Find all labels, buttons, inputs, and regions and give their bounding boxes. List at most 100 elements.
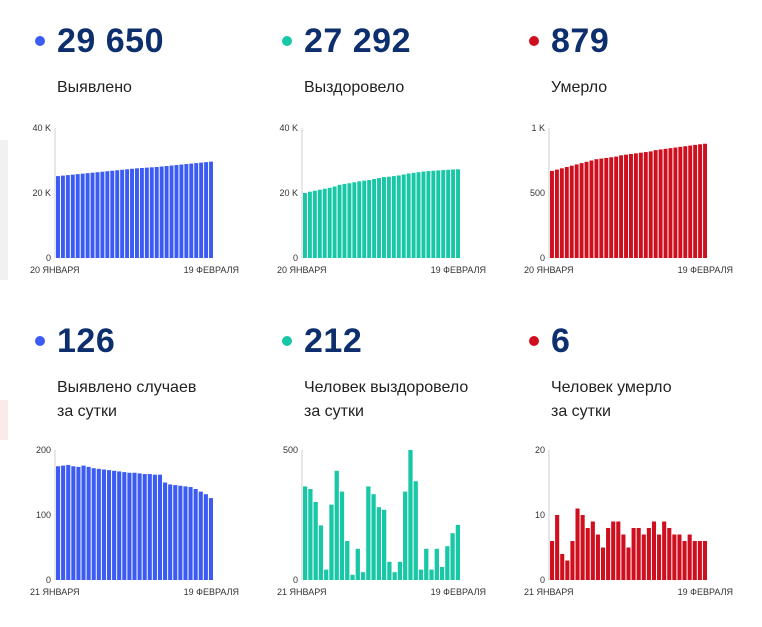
- bar: [550, 541, 555, 580]
- bar: [621, 534, 626, 580]
- y-tick-label: 20 K: [32, 188, 51, 198]
- bar: [677, 534, 682, 580]
- bar: [424, 548, 429, 580]
- bar: [352, 182, 357, 258]
- bar: [81, 465, 86, 580]
- bar: [633, 153, 638, 258]
- bar: [636, 528, 641, 580]
- bar: [692, 541, 697, 580]
- x-start-label: 20 ЯНВАРЯ: [524, 265, 574, 275]
- bar: [183, 486, 188, 580]
- bar: [96, 468, 101, 580]
- bar: [80, 173, 85, 258]
- y-tick-label: 0: [46, 575, 51, 585]
- stat-label-line2: за сутки: [57, 403, 117, 420]
- stat-label-line2: за сутки: [551, 403, 611, 420]
- bar: [377, 178, 381, 258]
- bar: [106, 470, 112, 580]
- bar: [662, 521, 667, 580]
- stat-label: Человек выздоровело: [304, 379, 469, 396]
- bar: [406, 173, 411, 258]
- bar: [584, 161, 589, 258]
- bar: [589, 160, 594, 258]
- bar: [110, 170, 115, 258]
- bar-chart: 0 20 K 40 K 20 ЯНВАРЯ 19 ФЕВРАЛЯ: [277, 123, 486, 275]
- bar: [101, 469, 106, 580]
- bar: [164, 166, 169, 258]
- bar: [616, 521, 621, 580]
- bar: [439, 567, 445, 580]
- bar: [413, 481, 418, 580]
- bar: [703, 143, 707, 258]
- left-edge: [0, 400, 8, 440]
- stat-label-line2: за сутки: [304, 403, 364, 420]
- bar-chart: 0 500 1 K 20 ЯНВАРЯ 19 ФЕВРАЛЯ: [524, 123, 733, 275]
- bar: [611, 521, 616, 580]
- bar: [91, 468, 96, 580]
- x-end-label: 19 ФЕВРАЛЯ: [431, 587, 486, 597]
- bar: [125, 169, 130, 258]
- bar: [619, 155, 624, 258]
- bar: [71, 466, 76, 580]
- bar: [574, 164, 579, 258]
- bar: [657, 534, 662, 580]
- x-start-label: 20 ЯНВАРЯ: [30, 265, 80, 275]
- bar: [334, 470, 339, 580]
- bar: [687, 534, 692, 580]
- left-edge: [0, 140, 8, 280]
- bar: [366, 486, 371, 580]
- bar: [188, 487, 193, 580]
- bar: [303, 193, 307, 258]
- bar: [403, 491, 408, 580]
- bar: [455, 524, 460, 580]
- bar: [350, 574, 355, 580]
- bar: [75, 174, 80, 258]
- bar: [626, 547, 631, 580]
- bar: [149, 167, 154, 258]
- bar: [565, 560, 570, 580]
- bar: [585, 528, 590, 580]
- bar: [132, 472, 137, 580]
- bar: [347, 183, 352, 258]
- stat-label: Умерло: [551, 79, 608, 96]
- bar: [408, 450, 413, 580]
- bar: [434, 548, 439, 580]
- bar: [169, 165, 174, 258]
- legend-dot: [529, 36, 539, 46]
- bar: [629, 154, 633, 258]
- bar: [339, 491, 345, 580]
- bar: [387, 561, 392, 580]
- bar: [600, 547, 606, 580]
- y-tick-label: 0: [46, 253, 51, 263]
- x-end-label: 19 ФЕВРАЛЯ: [678, 587, 733, 597]
- bar: [194, 163, 199, 258]
- bar: [355, 548, 360, 580]
- y-tick-label: 100: [36, 510, 51, 520]
- bar: [76, 466, 81, 580]
- bar: [648, 151, 653, 258]
- x-start-label: 21 ЯНВАРЯ: [30, 587, 80, 597]
- y-tick-label: 200: [36, 445, 51, 455]
- bar: [332, 186, 337, 258]
- bar: [564, 167, 569, 258]
- bar: [646, 528, 651, 580]
- bar: [120, 169, 125, 258]
- bar: [318, 525, 324, 580]
- bar: [411, 172, 416, 258]
- y-tick-label: 40 K: [32, 123, 51, 133]
- stat-label: Человек умерло: [551, 379, 672, 396]
- y-tick-label: 20: [535, 445, 545, 455]
- bar: [159, 166, 164, 258]
- bar: [372, 179, 377, 258]
- bar: [678, 146, 683, 258]
- bar: [86, 466, 91, 580]
- legend-dot: [35, 336, 45, 346]
- bar: [90, 172, 95, 258]
- bar: [95, 172, 100, 258]
- legend-dot: [35, 36, 45, 46]
- bar: [441, 170, 446, 258]
- bar: [85, 173, 90, 258]
- stat-value: 212: [304, 322, 363, 360]
- bar: [193, 489, 198, 580]
- stat-card: 27 292 Выздоровело 0 20 K 40 K 20 ЯНВАРЯ 19 ФЕ…: [272, 22, 512, 327]
